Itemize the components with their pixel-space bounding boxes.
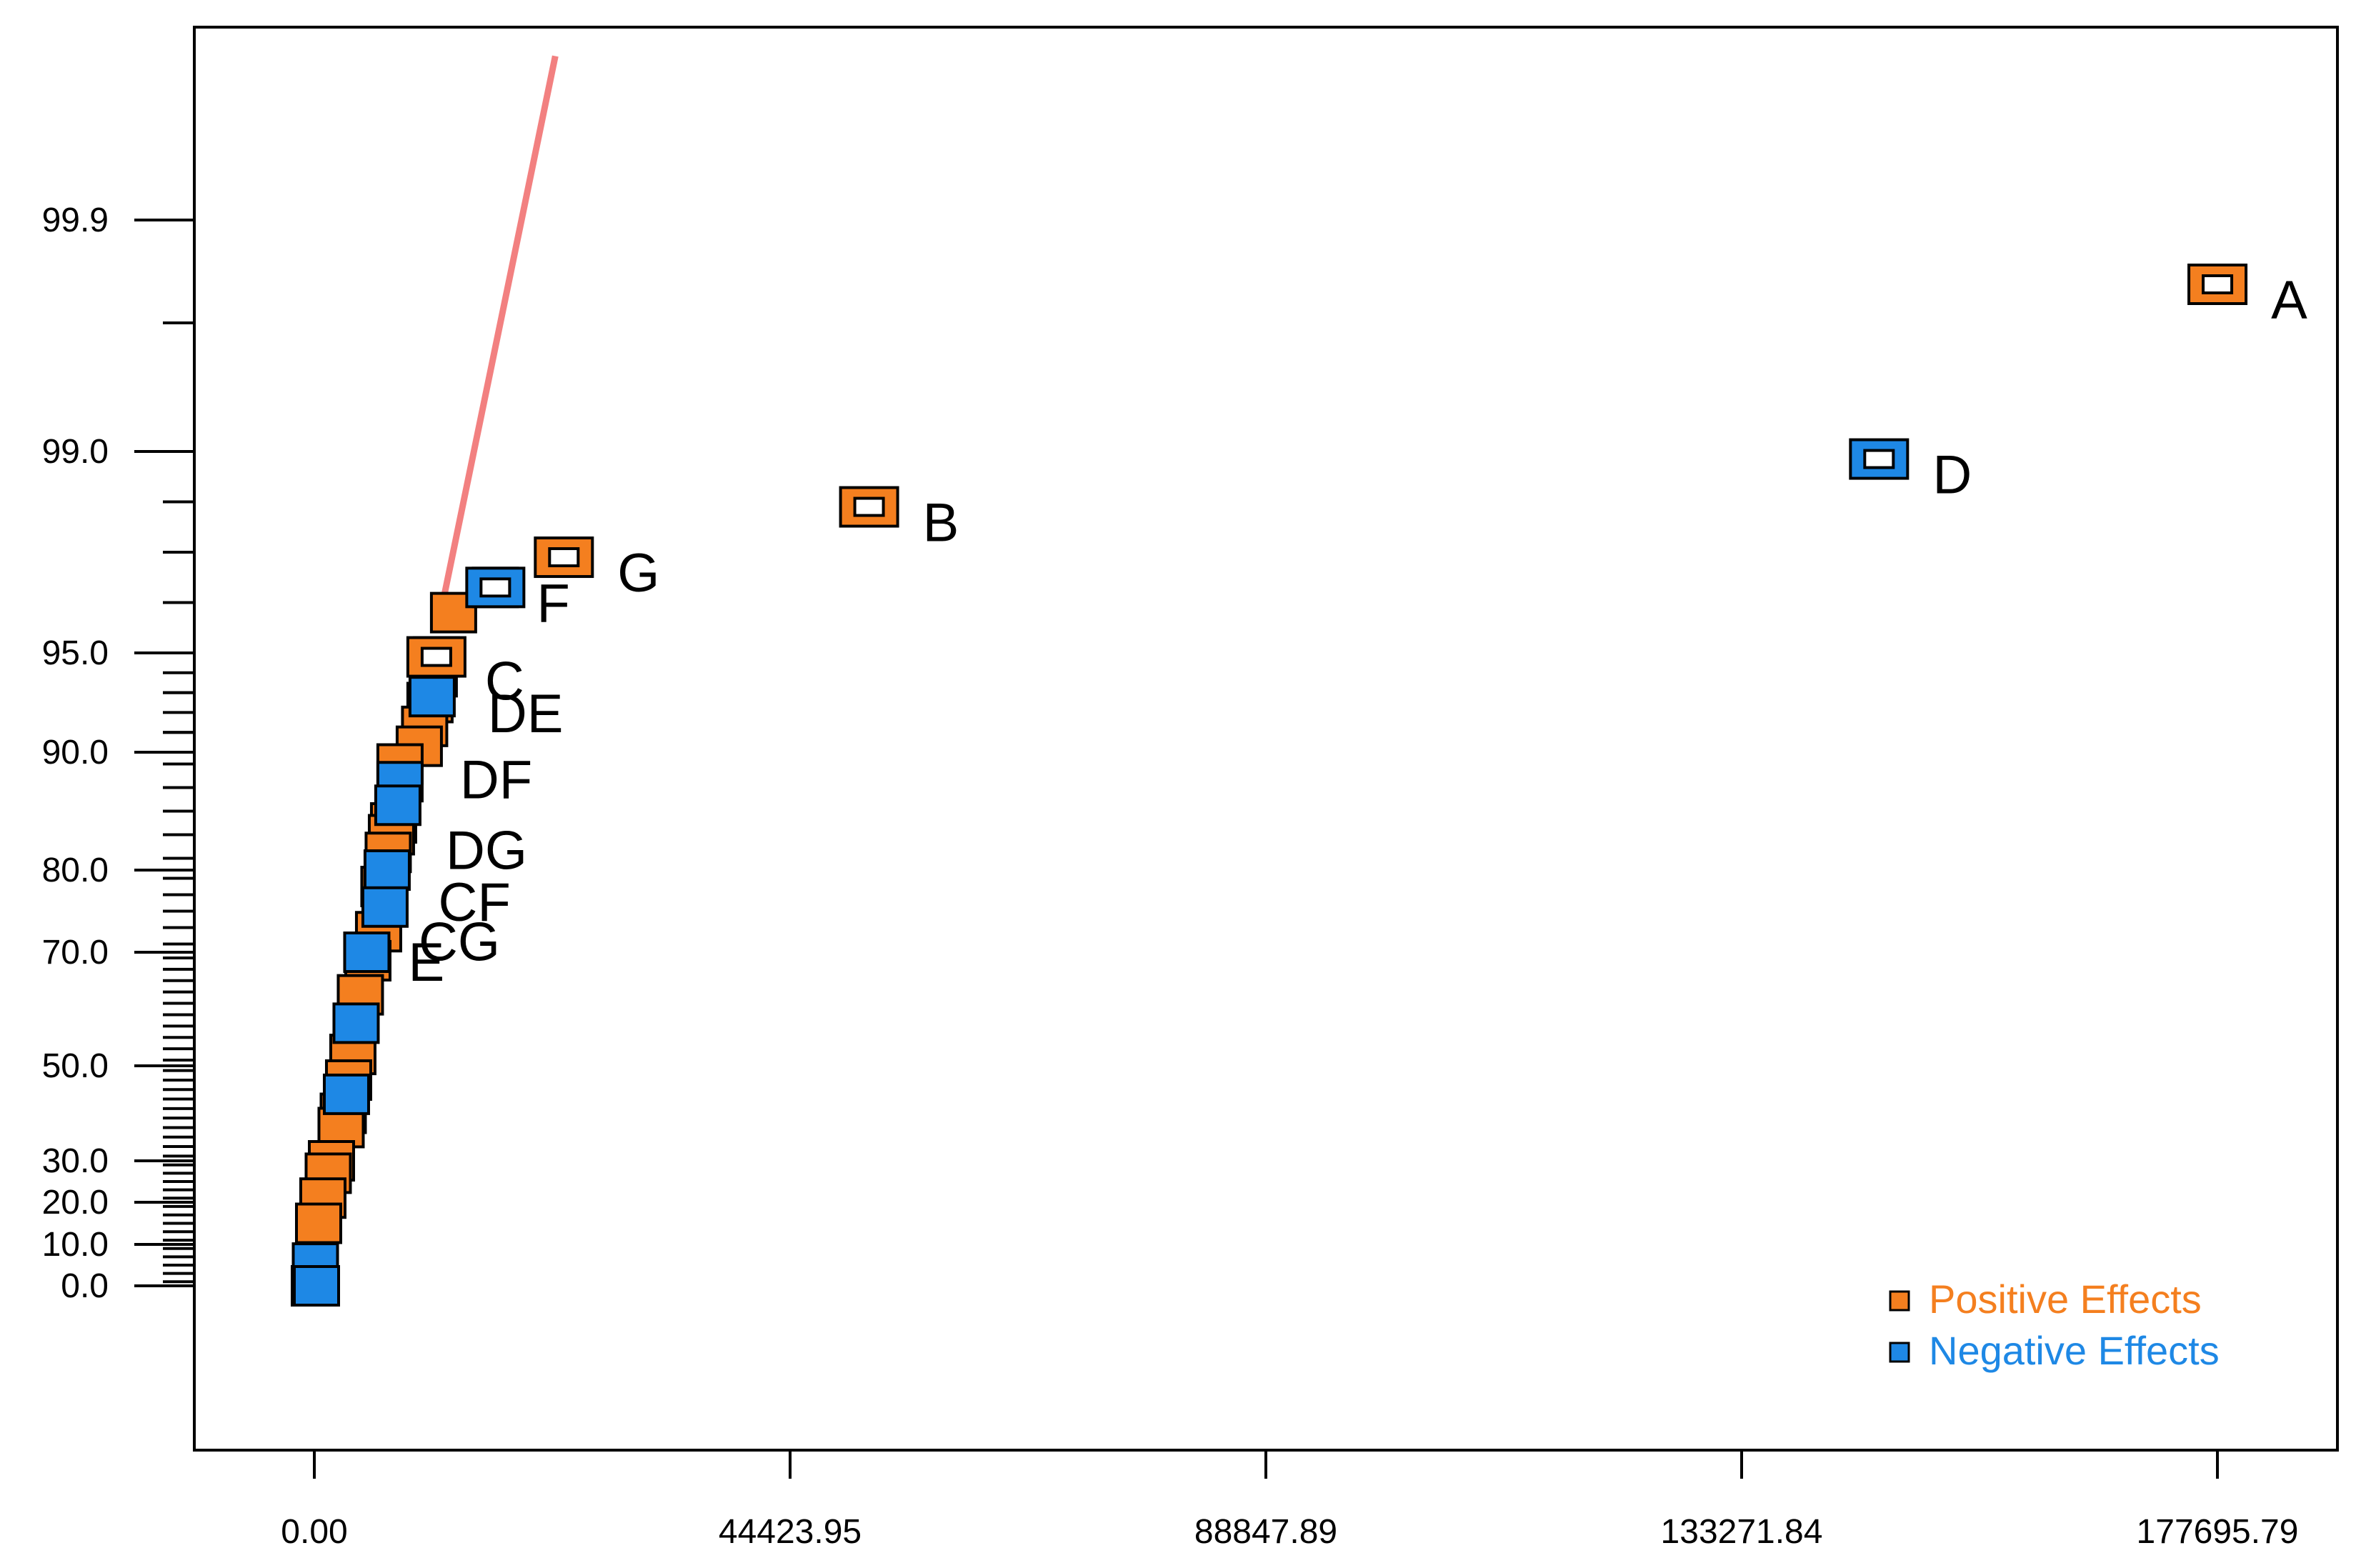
negative-effect-point [361, 886, 409, 928]
effect-label-cf: CF [438, 872, 510, 933]
negative-effect-point [363, 849, 411, 891]
x-axis: 0.00 44423.95 88847.89 133271.84 177695.79 [281, 1450, 2298, 1551]
effect-label-df: DF [460, 750, 532, 811]
effect-marker-inner [2202, 274, 2234, 294]
legend-swatch-positive [1889, 1290, 1910, 1312]
effect-label-c: C [485, 651, 524, 712]
legend: Positive Effects Negative Effects [1889, 1277, 2220, 1373]
y-tick-label: 99.9 [42, 201, 109, 239]
y-tick-label: 90.0 [42, 734, 109, 771]
y-tick-label: 80.0 [42, 852, 109, 889]
effect-marker-inner [420, 646, 452, 667]
negative-effect-point [374, 784, 421, 827]
negative-effect-point [322, 1073, 370, 1115]
x-tick-label: 133271.84 [1661, 1513, 1823, 1551]
x-tick-label: 44423.95 [719, 1513, 862, 1551]
effect-marker-c [406, 636, 466, 678]
effect-label-de: DE [488, 684, 564, 744]
positive-effect-point [429, 591, 477, 634]
effect-label-a: A [2271, 270, 2307, 331]
effect-label-b: B [923, 493, 959, 554]
effect-marker-inner [548, 547, 580, 568]
effect-label-f: F [536, 573, 569, 634]
y-tick-label: 95.0 [42, 634, 109, 672]
effect-marker-inner [479, 577, 511, 598]
legend-label-negative: Negative Effects [1929, 1328, 2220, 1373]
effect-label-d: D [1932, 445, 1972, 506]
effect-marker-inner [1863, 449, 1895, 469]
effect-marker-inner [853, 496, 885, 517]
plot-area-frame [193, 26, 2339, 1452]
effect-label-e: E [408, 932, 444, 993]
effect-label-g: G [617, 543, 659, 604]
negative-effect-point [332, 1002, 380, 1044]
effect-label-dg: DG [446, 821, 527, 882]
x-tick-label: 0.00 [281, 1513, 347, 1551]
negative-effect-point [343, 932, 391, 973]
y-tick-label: 50.0 [42, 1047, 109, 1085]
y-tick-label: 10.0 [42, 1226, 109, 1264]
y-tick-label: 99.0 [42, 433, 109, 471]
negative-effect-point [408, 676, 456, 718]
y-axis: 0.010.0 20.0 30.0 50.0 70.0 80.0 90.0 95.0 99.0 9… [42, 201, 194, 1305]
x-tick-label: 177695.79 [2137, 1513, 2299, 1551]
y-tick-label: 30.0 [42, 1142, 109, 1180]
fit-line [437, 55, 559, 614]
y-tick-label: 0.0 [61, 1267, 109, 1305]
effect-label-cg: CG [419, 912, 500, 972]
legend-swatch-negative [1889, 1342, 1910, 1363]
legend-label-positive: Positive Effects [1929, 1277, 2202, 1322]
y-tick-label: 20.0 [42, 1184, 109, 1222]
positive-effect-point [294, 1202, 342, 1244]
effect-marker-g [534, 536, 594, 579]
x-tick-label: 88847.89 [1194, 1513, 1337, 1551]
negative-effect-point [292, 1265, 340, 1307]
y-tick-label: 70.0 [42, 934, 109, 972]
